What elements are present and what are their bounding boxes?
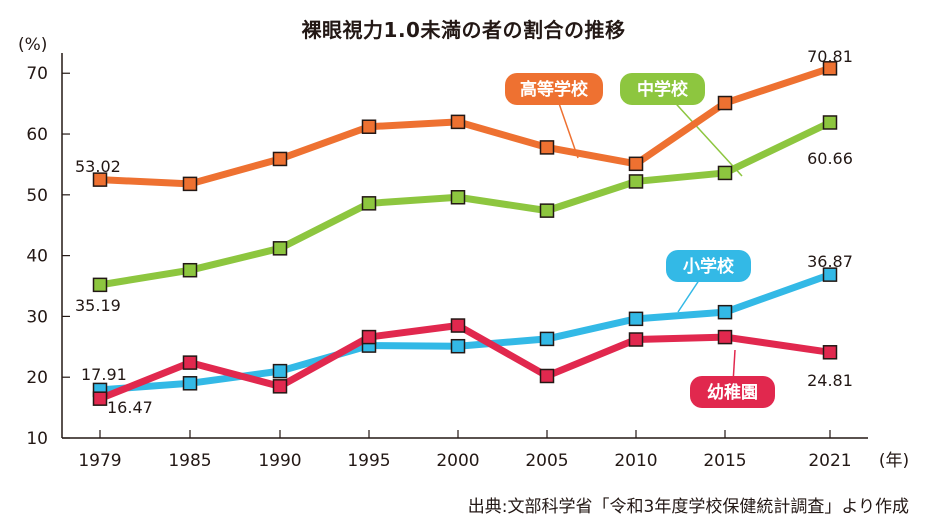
legend-pill (620, 73, 705, 105)
x-tick-label: 1995 (347, 451, 390, 471)
x-tick-label: 2005 (525, 451, 568, 471)
x-tick-label: 1985 (168, 451, 211, 471)
data-point (717, 329, 733, 345)
data-point (361, 119, 377, 134)
data-point (822, 345, 838, 360)
data-label: 70.81 (807, 47, 853, 66)
data-point (717, 95, 733, 111)
x-tick-label: 1979 (78, 451, 121, 471)
legend-pill (666, 250, 751, 282)
chart-title: 裸眼視力1.0未満の者の割合の推移 (301, 18, 626, 42)
data-label: 16.47 (107, 398, 153, 417)
data-point (450, 190, 466, 205)
data-point (92, 391, 108, 406)
data-point (539, 331, 555, 347)
x-tick-label: 2015 (703, 451, 746, 471)
y-tick-label: 70 (26, 64, 48, 84)
tick-labels: 10 20 30 40 50 60 70 (%) 1979 1985 1990 1995 2000 200… (18, 35, 909, 471)
data-label: 60.66 (807, 149, 853, 168)
legend-label: 高等学校 (520, 79, 589, 100)
data-label: 17.91 (81, 365, 127, 384)
y-axis-label: (%) (18, 35, 47, 55)
data-label: 36.87 (807, 252, 853, 271)
legend-label: 中学校 (637, 79, 689, 100)
x-tick-label: 2010 (614, 451, 657, 471)
y-tick-label: 60 (26, 125, 48, 145)
data-point (539, 368, 555, 384)
data-point (182, 262, 198, 278)
data-point (182, 376, 198, 391)
data-point (717, 304, 733, 320)
data-point (182, 355, 198, 370)
data-point (92, 277, 108, 293)
data-point (822, 267, 838, 282)
y-tick-label: 50 (26, 186, 48, 206)
data-point (539, 140, 555, 155)
x-axis-label: (年) (879, 451, 909, 471)
data-point (628, 156, 644, 172)
data-label: 35.19 (75, 296, 121, 315)
data-label: 53.02 (75, 157, 121, 176)
y-tick-label: 20 (26, 368, 48, 388)
x-tick-label: 2021 (808, 451, 851, 471)
x-tick-label: 2000 (436, 451, 479, 471)
data-point (450, 114, 466, 130)
data-point (272, 151, 288, 167)
x-tick-label: 1990 (258, 451, 301, 471)
data-point (717, 165, 733, 181)
data-point (628, 174, 644, 189)
y-tick-label: 30 (26, 307, 48, 327)
source-note: 出典:文部科学省「令和3年度学校保健統計調査」より作成 (467, 497, 909, 517)
y-tick-label: 10 (26, 429, 48, 449)
axes (61, 53, 868, 439)
data-point (272, 363, 288, 379)
data-point (361, 329, 377, 345)
data-point (450, 338, 466, 354)
y-tick-label: 40 (26, 247, 48, 267)
data-point (182, 176, 198, 192)
data-point (628, 332, 644, 347)
data-point (272, 241, 288, 256)
data-label: 24.81 (807, 371, 853, 390)
legend-label: 小学校 (683, 256, 735, 277)
data-point (361, 196, 377, 211)
legend-pill (505, 73, 603, 105)
data-point (272, 379, 288, 394)
data-point (822, 61, 838, 76)
legend-label: 幼稚園 (707, 382, 758, 403)
series-markers (92, 61, 838, 406)
data-point (539, 203, 555, 218)
legend-pill (690, 376, 775, 408)
data-point (822, 115, 838, 130)
legend-pointers (553, 88, 743, 393)
data-point (92, 172, 108, 187)
data-point (450, 318, 466, 333)
data-labels: 53.02 70.81 35.19 60.66 17.91 36.87 16.47 24.81 (75, 47, 853, 417)
data-point (628, 311, 644, 327)
